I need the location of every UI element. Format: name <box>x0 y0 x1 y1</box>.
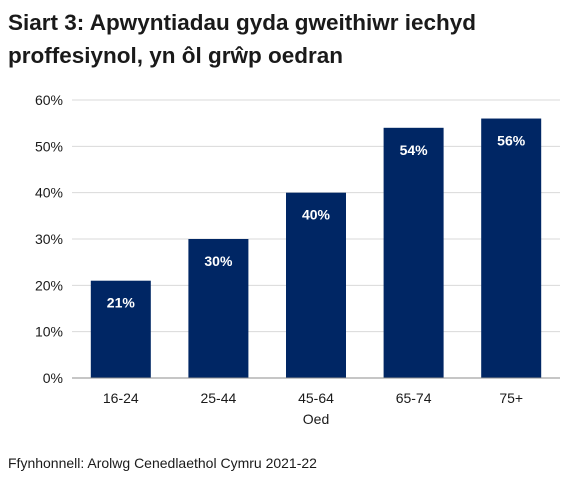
data-label: 30% <box>204 253 233 269</box>
y-tick-label: 60% <box>35 92 63 108</box>
bar-25-44 <box>188 239 249 378</box>
bar-65-74 <box>383 127 444 378</box>
y-tick-label: 40% <box>35 185 63 201</box>
bar-45-64 <box>286 192 346 378</box>
bars <box>90 118 542 379</box>
bar-16-24 <box>90 280 151 378</box>
data-label: 54% <box>400 142 429 158</box>
data-label: 56% <box>497 133 526 149</box>
y-tick-label: 50% <box>35 138 63 154</box>
y-tick-label: 30% <box>35 231 63 247</box>
x-tick-label: 75+ <box>499 390 523 406</box>
y-tick-label: 20% <box>35 277 63 293</box>
bar-75+ <box>481 118 542 379</box>
y-tick-label: 10% <box>35 324 63 340</box>
data-label: 21% <box>107 295 136 311</box>
x-tick-label: 45-64 <box>298 390 334 406</box>
data-labels: 21% 30% 40% 54% 56% <box>107 133 526 311</box>
x-axis-label: Oed <box>303 411 329 427</box>
source-note: Ffynhonnell: Arolwg Cenedlaethol Cymru 2… <box>8 455 317 471</box>
x-tick-label: 65-74 <box>396 390 432 406</box>
x-axis-tick-labels: 16-24 25-44 45-64 65-74 75+ <box>103 390 523 406</box>
y-tick-label: 0% <box>43 370 63 386</box>
x-tick-label: 25-44 <box>200 390 236 406</box>
y-axis-tick-labels: 0% 10% 20% 30% 40% 50% 60% <box>35 92 63 386</box>
x-tick-label: 16-24 <box>103 390 139 406</box>
chart-title: Siart 3: Apwyntiadau gyda gweithiwr iech… <box>8 10 477 68</box>
data-label: 40% <box>302 207 331 223</box>
